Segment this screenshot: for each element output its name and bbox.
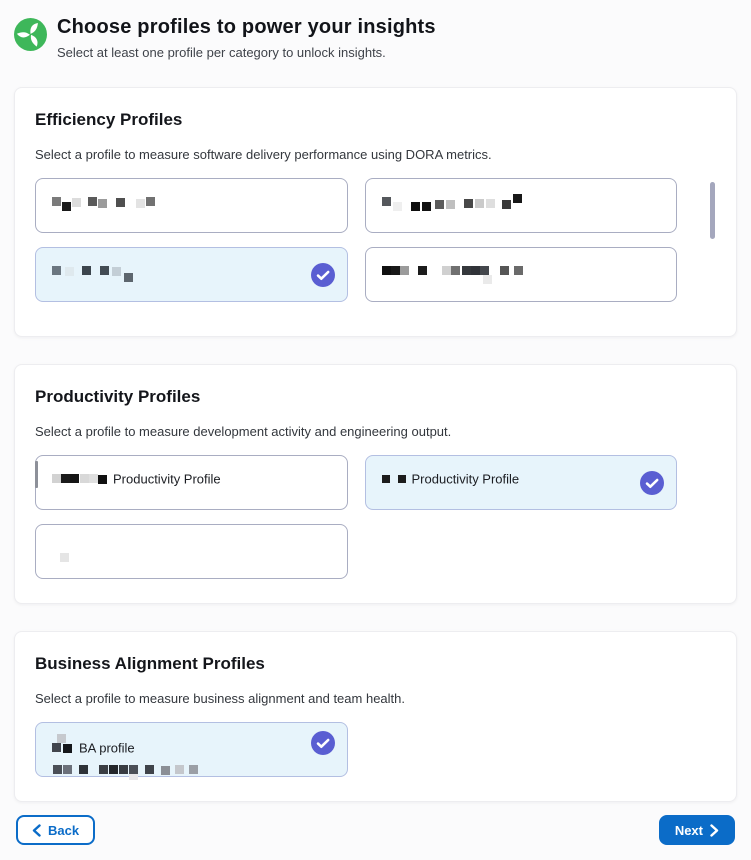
profile-card-efficiency-3-selected[interactable] — [35, 247, 348, 302]
next-button[interactable]: Next — [658, 815, 735, 845]
redacted-text — [52, 197, 61, 207]
profile-card-productivity-2-selected[interactable]: Productivity Profile — [364, 455, 677, 510]
section-business-alignment-profiles: Business Alignment Profiles Select a pro… — [14, 631, 737, 802]
redacted-text — [52, 266, 61, 276]
section-description: Select a profile to measure software del… — [35, 147, 492, 162]
profile-label: Productivity Profile — [113, 471, 221, 487]
redacted-text — [381, 474, 390, 483]
redacted-text — [53, 764, 62, 774]
check-icon — [310, 731, 335, 756]
redacted-text — [52, 474, 61, 484]
back-button[interactable]: Back — [16, 815, 96, 845]
check-icon — [310, 262, 335, 287]
section-description: Select a profile to measure business ali… — [35, 691, 405, 706]
productivity-profile-grid: Productivity Profile Productivity Profil… — [35, 455, 716, 579]
profile-card-efficiency-1[interactable] — [35, 178, 348, 233]
profile-card-efficiency-4[interactable] — [364, 247, 677, 302]
redacted-text — [52, 743, 61, 753]
wizard-footer: Back Next — [16, 815, 735, 845]
section-title: Business Alignment Profiles — [35, 654, 265, 673]
back-button-label: Back — [48, 822, 80, 838]
section-description: Select a profile to measure development … — [35, 424, 452, 439]
section-title: Efficiency Profiles — [35, 110, 183, 129]
profile-label: Productivity Profile — [411, 471, 520, 487]
next-button-label: Next — [674, 822, 703, 838]
profile-card-productivity-3[interactable] — [35, 524, 348, 579]
page-header: Choose profiles to power your insights S… — [0, 0, 751, 60]
redacted-text — [381, 266, 391, 276]
profile-card-productivity-1[interactable]: Productivity Profile — [35, 455, 348, 510]
check-icon — [640, 470, 664, 495]
profile-card-ba-selected[interactable]: BA profile — [35, 722, 348, 777]
redacted-text — [60, 553, 69, 563]
profile-label: BA profile — [79, 740, 135, 756]
section-efficiency-profiles: Efficiency Profiles Select a profile to … — [14, 87, 737, 337]
text-cursor-artifact — [35, 461, 38, 488]
chevron-right-icon — [710, 823, 719, 837]
page-subtitle: Select at least one profile per category… — [57, 45, 386, 60]
redacted-text — [381, 197, 391, 207]
chevron-left-icon — [32, 823, 41, 837]
page-title: Choose profiles to power your insights — [57, 16, 436, 38]
section-productivity-profiles: Productivity Profiles Select a profile t… — [14, 364, 737, 604]
profile-card-efficiency-2[interactable] — [364, 178, 677, 233]
efficiency-profile-grid — [35, 178, 716, 302]
brand-pinwheel-icon — [14, 18, 47, 51]
section-title: Productivity Profiles — [35, 387, 201, 406]
business-alignment-profile-grid: BA profile — [35, 722, 716, 777]
vertical-scrollbar-thumb[interactable] — [710, 182, 715, 239]
